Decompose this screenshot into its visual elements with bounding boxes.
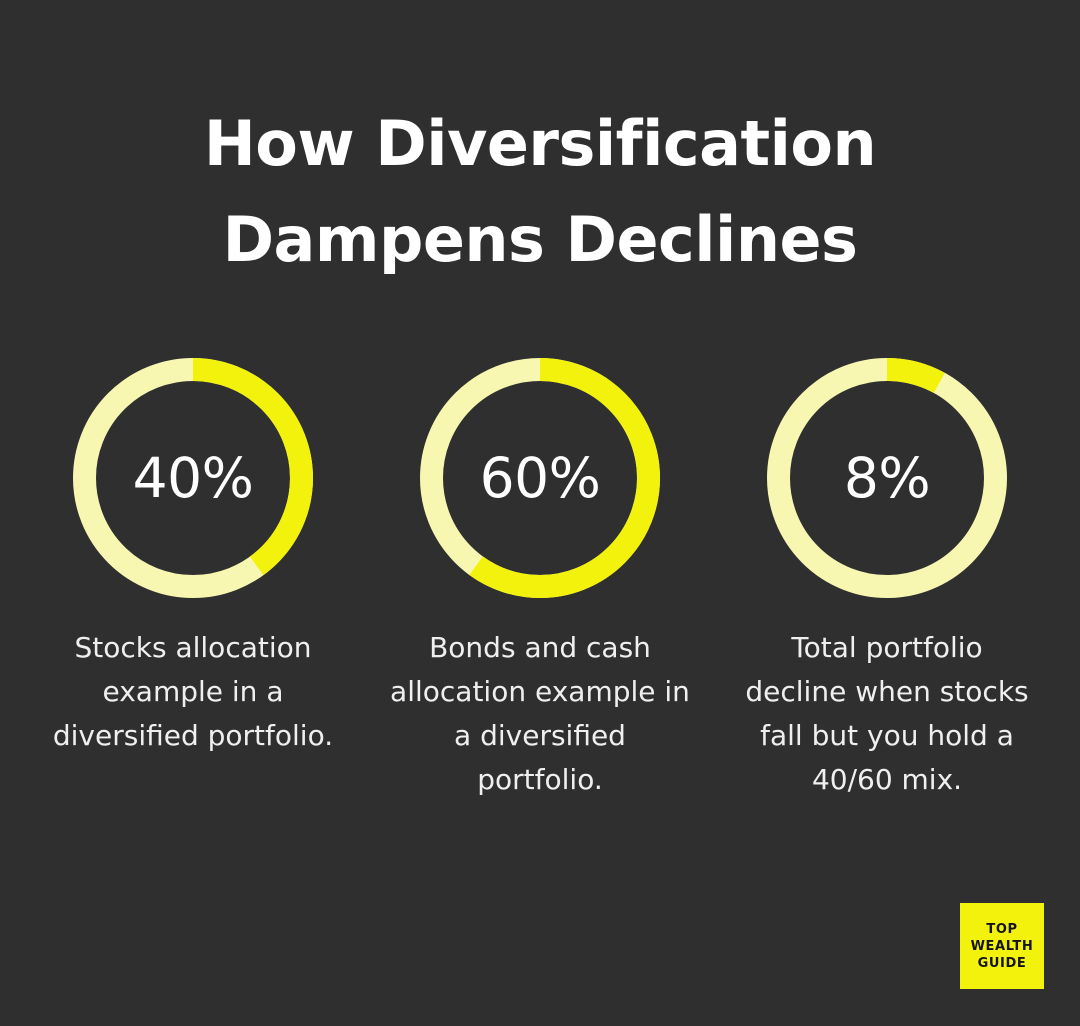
donut-chart-stocks: 40%	[73, 358, 313, 598]
page-title-line-2: Dampens Declines	[222, 203, 858, 276]
page-title-line-1: How Diversification	[203, 107, 877, 180]
donut-chart-bonds-cash: 60%	[420, 358, 660, 598]
donut-caption-bonds-cash: Bonds and cash allocation example in a d…	[390, 631, 690, 796]
donut-chart-portfolio-decline: 8%	[767, 358, 1007, 598]
donut-chart-portfolio-decline-svg	[767, 358, 1007, 598]
donut-chart-row: 40% Stocks allocation example in a diver…	[0, 358, 1080, 802]
donut-fill-bonds-cash	[420, 358, 660, 598]
donut-chart-stocks-svg	[73, 358, 313, 598]
donut-caption-stocks: Stocks allocation example in a diversifi…	[52, 631, 334, 752]
donut-card-bonds-cash: 60% Bonds and cash allocation example in…	[377, 358, 703, 802]
donut-value-portfolio-decline: 8%	[843, 446, 931, 510]
donut-fill-portfolio-decline	[767, 358, 1007, 598]
page-title: How Diversification Dampens Declines	[0, 96, 1080, 288]
brand-logo-line-2: WEALTH	[970, 938, 1034, 954]
donut-fill-stocks	[73, 358, 313, 598]
donut-card-stocks: 40% Stocks allocation example in a diver…	[30, 358, 356, 802]
donut-chart-bonds-cash-svg	[420, 358, 660, 598]
donut-value-bonds-cash: 60%	[479, 446, 601, 510]
donut-caption-portfolio-decline: Total portfolio decline when stocks fall…	[745, 631, 1029, 796]
donut-card-portfolio-decline: 8% Total portfolio decline when stocks f…	[724, 358, 1050, 802]
brand-logo-badge: TOP WEALTH GUIDE	[960, 903, 1044, 989]
brand-logo-line-1: TOP	[986, 921, 1018, 937]
brand-logo-line-3: GUIDE	[977, 955, 1027, 971]
donut-value-stocks: 40%	[132, 446, 254, 510]
